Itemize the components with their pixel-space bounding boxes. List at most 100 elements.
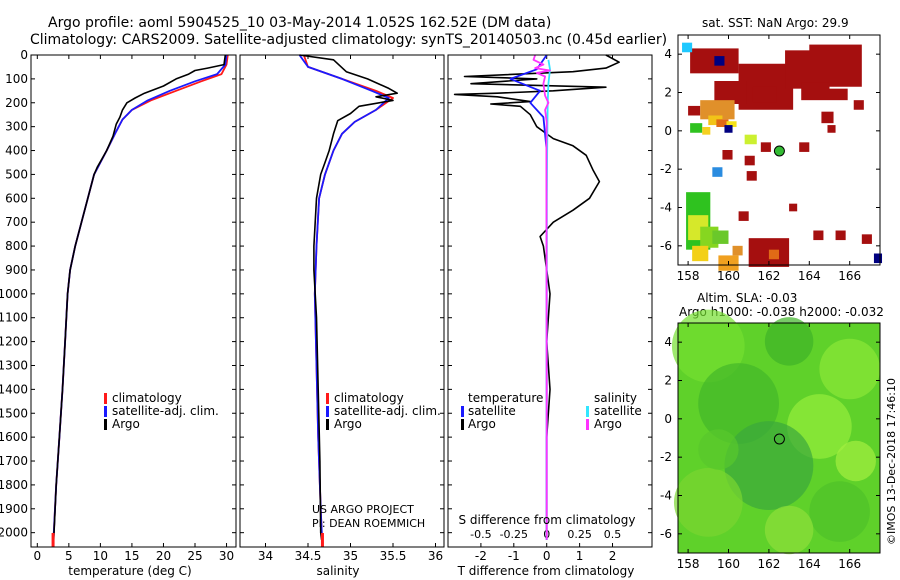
- legend-mark-argo: [326, 419, 329, 430]
- salinity-panel: 34 34.5 35 35.5 36: [239, 54, 445, 563]
- sst-cell: [744, 155, 755, 166]
- legend-mark-t-argo: [461, 419, 464, 430]
- y-tick-label: 600: [5, 191, 28, 205]
- legend-label-satellite: satellite-adj. clim.: [334, 404, 441, 418]
- sst-cell: [724, 125, 733, 133]
- sst-map-panel: 158 160 162 164 166 4 2 0 -2 -4 -6: [660, 34, 883, 283]
- sst-cell: [853, 100, 864, 110]
- y-tick-label: 1100: [0, 311, 28, 325]
- sst-cell: [690, 123, 703, 133]
- legend-mark-argo: [104, 419, 107, 430]
- legend-mark-climatology: [326, 393, 329, 404]
- sla-map-panel: 158 160 162 164 166 4 2 0 -2 -4 -6: [660, 309, 881, 571]
- map-y-tick-label: -4: [660, 201, 672, 215]
- legend-label-s-satellite: satellite: [594, 404, 642, 418]
- difference-panel: -2 -1 0 1 2-0.5 -0.25 0 0.25 0.5: [447, 54, 653, 563]
- x-tick-label: 20: [156, 549, 171, 563]
- figure-title-line2: Climatology: CARS2009. Satellite-adjuste…: [30, 32, 667, 48]
- map-y-tick-label: -6: [660, 527, 672, 541]
- sst-map-title: sat. SST: NaN Argo: 29.9: [702, 16, 849, 30]
- x-tick-label: 25: [187, 549, 202, 563]
- top-x-tick-label: -0.5: [470, 528, 491, 541]
- map-x-tick-label: 160: [717, 269, 740, 283]
- legend-label-argo: Argo: [112, 417, 140, 431]
- series-line-t-argo: [453, 54, 620, 540]
- sst-cell: [726, 121, 737, 127]
- panel-frame: [30, 54, 237, 548]
- series-line-argo: [52, 54, 227, 540]
- series-line-satellite-adj-clim-: [298, 54, 390, 548]
- sla-blob: [764, 505, 814, 555]
- y-tick-label: 1800: [0, 478, 28, 492]
- temperature-xlabel: temperature (deg C): [68, 564, 191, 578]
- float-position-marker: [773, 433, 785, 445]
- y-tick-label: 1000: [0, 287, 28, 301]
- sst-cell: [732, 245, 743, 256]
- sst-cell: [714, 56, 725, 66]
- sst-cell: [821, 111, 834, 124]
- bottom-marker: [51, 533, 55, 547]
- legend-label-climatology: climatology: [112, 391, 182, 405]
- series-line-s-argo: [532, 54, 551, 540]
- credit-pi: PI: DEAN ROEMMICH: [312, 517, 425, 530]
- map-y-tick-label: 0: [664, 124, 672, 138]
- y-tick-label: 100: [5, 72, 28, 86]
- map-y-tick-label: -2: [660, 162, 672, 176]
- temperature-legend: climatology satellite-adj. clim. Argo: [104, 391, 219, 431]
- legend-label-satellite: satellite-adj. clim.: [112, 404, 219, 418]
- sst-cell: [799, 142, 810, 152]
- map-x-tick-label: 166: [838, 557, 861, 571]
- legend-mark-t-satellite: [461, 406, 464, 417]
- sst-cell: [809, 44, 862, 87]
- map-frame: [677, 34, 881, 266]
- bottom-marker: [320, 533, 324, 547]
- sst-cell: [712, 230, 729, 244]
- y-tick-label: 1200: [0, 335, 28, 349]
- sst-cell: [813, 230, 824, 241]
- series-line-satellite-adj-clim-: [52, 54, 228, 548]
- y-tick-label: 2000: [0, 526, 28, 540]
- sst-cell: [744, 134, 757, 145]
- x-tick-label: 36: [428, 549, 443, 563]
- figure-title-line1: Argo profile: aoml 5904525_10 03-May-201…: [48, 15, 551, 31]
- map-x-tick-label: 166: [838, 269, 861, 283]
- sla-blob: [673, 468, 743, 537]
- map-y-tick-label: 4: [664, 47, 672, 61]
- salinity-legend: climatology satellite-adj. clim. Argo: [326, 391, 441, 431]
- sla-map-subtitle: Argo h1000: -0.038 h2000: -0.032: [679, 305, 884, 319]
- y-tick-label: 500: [5, 167, 28, 181]
- sst-cell: [752, 86, 777, 103]
- legend-label-s-argo: Argo: [594, 417, 622, 431]
- sla-blob: [809, 481, 870, 542]
- y-tick-label: 400: [5, 144, 28, 158]
- series-line-climatology: [52, 54, 229, 548]
- x-tick-label: 34: [258, 549, 273, 563]
- panel-frame: [447, 54, 653, 548]
- y-tick-label: 800: [5, 239, 28, 253]
- sst-cell: [716, 119, 729, 127]
- sst-cell: [873, 253, 883, 264]
- panel-frame: [239, 54, 445, 548]
- sla-blob: [819, 338, 880, 400]
- sst-cell: [692, 245, 709, 262]
- sst-cell: [722, 150, 733, 160]
- map-y-tick-label: -4: [660, 489, 672, 503]
- sst-cell: [760, 142, 771, 152]
- difference-xlabel: T difference from climatology: [457, 564, 635, 578]
- x-tick-label: 2: [609, 549, 617, 563]
- legend-mark-satellite: [104, 406, 107, 417]
- map-y-tick-label: 0: [664, 412, 672, 426]
- y-tick-label: 900: [5, 263, 28, 277]
- map-x-tick-label: 162: [757, 557, 780, 571]
- sst-cell: [702, 127, 711, 135]
- legend-label-climatology: climatology: [334, 391, 404, 405]
- x-tick-label: 35.5: [380, 549, 407, 563]
- map-x-tick-label: 160: [717, 557, 740, 571]
- map-x-tick-label: 164: [798, 557, 821, 571]
- x-tick-label: 30: [219, 549, 234, 563]
- series-line-t-satellite: [509, 54, 548, 540]
- x-tick-label: 1: [576, 549, 584, 563]
- top-x-tick-label: 0.5: [604, 528, 622, 541]
- y-tick-label: 0: [20, 48, 28, 62]
- x-tick-label: -1: [508, 549, 520, 563]
